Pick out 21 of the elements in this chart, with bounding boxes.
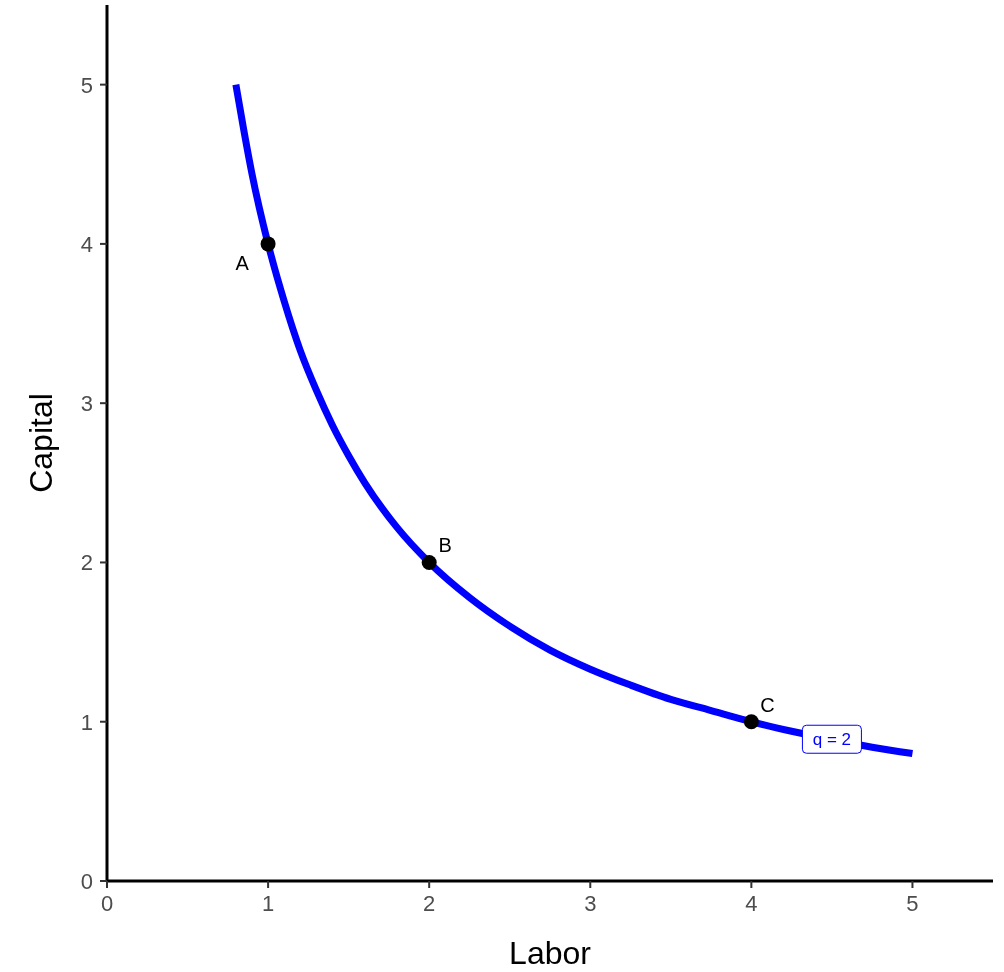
y-tick-label: 0 [80, 869, 93, 894]
data-label: C [760, 693, 775, 716]
y-tick-label: 3 [80, 391, 93, 417]
x-axis-title: Labor [509, 935, 592, 971]
y-tick-label: 4 [80, 231, 93, 257]
point [743, 714, 759, 730]
point [260, 236, 276, 252]
annotation: q = 2 [812, 730, 852, 750]
x-tick-label: 1 [261, 891, 275, 916]
y-tick-label: 2 [80, 550, 93, 576]
y-tick-label: 5 [80, 72, 93, 98]
x-tick-label: 3 [584, 891, 597, 916]
data-label: A [235, 251, 250, 274]
x-tick-label: 4 [745, 891, 758, 916]
data-label: B [438, 534, 452, 557]
x-tick-label: 0 [100, 891, 114, 916]
y-tick-label: 1 [80, 709, 93, 735]
point [421, 554, 437, 570]
x-tick-label: 5 [906, 891, 919, 916]
y-axis-title: Capital [23, 393, 59, 493]
x-tick-label: 2 [423, 891, 436, 916]
